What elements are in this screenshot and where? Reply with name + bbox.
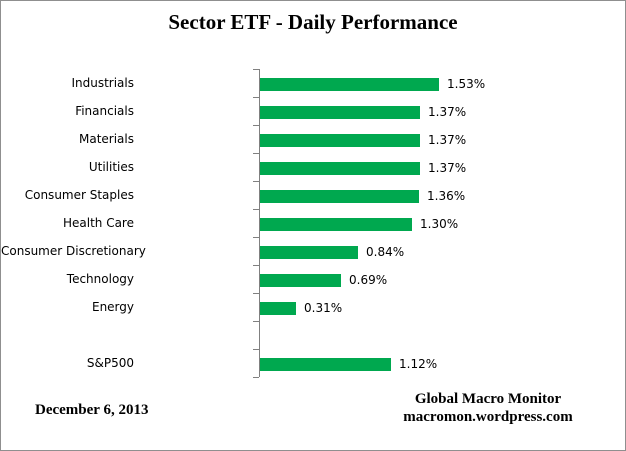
footer-source-line1: Global Macro Monitor [414,391,562,407]
axis-tick [253,293,259,294]
axis-tick [253,125,259,126]
category-label: Technology [66,272,134,286]
axis-tick [253,181,259,182]
bar-value-label: 1.37% [428,105,467,119]
axis-tick [253,237,259,238]
bar [260,106,420,119]
axis-tick [253,321,259,322]
bar [260,162,420,175]
axis-tick [253,97,259,98]
category-label: Financials [75,104,134,118]
footer-source: Global Macro Monitor macromon.wordpress.… [378,390,598,426]
category-label: Utilities [88,160,134,174]
category-label: Consumer Discretionary [1,244,146,258]
axis-tick [253,377,259,378]
bar [260,78,439,91]
bar-value-label: 1.30% [420,217,459,231]
footer-source-line2: macromon.wordpress.com [403,409,573,425]
category-label: Industrials [71,76,134,90]
bar-value-label: 0.31% [304,301,343,315]
footer-date: December 6, 2013 [35,402,149,418]
axis-tick [253,153,259,154]
bar-value-label: 1.12% [399,357,438,371]
bar-value-label: 1.37% [428,161,467,175]
bar-value-label: 1.37% [428,133,467,147]
bar-value-label: 1.36% [427,189,466,203]
axis-tick [253,349,259,350]
chart-title: Sector ETF - Daily Performance [168,10,458,34]
axis-tick [253,209,259,210]
bar [260,190,419,203]
category-label: S&P500 [86,356,134,370]
category-label: Materials [78,132,134,146]
axis-tick [253,265,259,266]
bar [260,302,296,315]
bar [260,246,358,259]
bar-value-label: 1.53% [447,77,486,91]
axis-tick [253,69,259,70]
category-label: Energy [91,300,134,314]
category-label: Consumer Staples [24,188,134,202]
bar [260,358,391,371]
category-axis-line [259,69,260,377]
bar [260,218,412,231]
bar [260,134,420,147]
bar [260,274,341,287]
bar-value-label: 0.84% [366,245,405,259]
bar-value-label: 0.69% [349,273,388,287]
category-label: Health Care [62,216,134,230]
